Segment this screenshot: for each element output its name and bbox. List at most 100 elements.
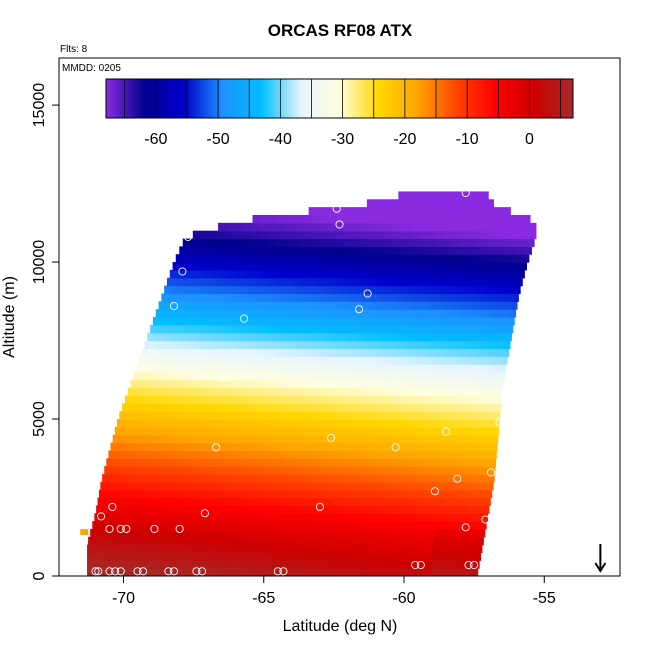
field-cell	[251, 277, 261, 287]
field-cell	[394, 277, 404, 287]
field-cell	[130, 536, 140, 546]
field-cell	[356, 552, 366, 561]
field-cell	[259, 348, 269, 357]
field-cell	[209, 450, 219, 459]
field-cell	[276, 301, 286, 310]
field-cell	[319, 222, 329, 232]
field-cell	[186, 317, 196, 326]
field-cell	[457, 544, 467, 554]
field-cell	[477, 489, 487, 499]
field-cell	[304, 387, 314, 397]
field-cell	[363, 513, 373, 522]
field-cell	[172, 356, 182, 365]
field-cell	[431, 246, 441, 255]
field-cell	[279, 364, 289, 373]
field-cell	[425, 285, 435, 295]
field-cell	[461, 348, 471, 357]
observation-point	[178, 267, 187, 276]
field-cell	[388, 364, 398, 373]
field-cell	[348, 536, 358, 546]
field-cell	[315, 332, 325, 342]
field-cell	[414, 246, 424, 255]
field-cell	[500, 356, 508, 365]
field-cell	[440, 246, 450, 255]
field-cell	[459, 497, 469, 506]
field-cell	[284, 371, 294, 381]
field-cell	[159, 521, 169, 530]
field-cell	[366, 379, 376, 389]
field-cell	[440, 560, 450, 569]
field-cell	[459, 426, 469, 436]
field-cell	[141, 489, 151, 499]
field-cell	[242, 489, 252, 499]
field-cell	[348, 466, 358, 475]
field-cell	[204, 246, 214, 255]
field-cell	[166, 371, 176, 381]
field-cell	[382, 356, 392, 365]
field-cell	[497, 364, 507, 373]
field-cell	[189, 536, 199, 546]
field-cell	[138, 536, 148, 546]
field-cell	[420, 521, 430, 530]
field-cell	[265, 309, 275, 318]
field-cell	[268, 481, 278, 491]
field-cell	[401, 528, 411, 538]
field-cell	[305, 544, 315, 554]
field-cell	[298, 262, 308, 271]
field-cell	[239, 356, 249, 365]
field-cell	[388, 513, 398, 522]
field-cell	[318, 371, 328, 381]
field-cell	[381, 560, 391, 569]
field-cell	[465, 544, 475, 554]
field-cell	[357, 505, 367, 514]
field-cell	[436, 301, 446, 310]
field-cell	[214, 285, 224, 295]
field-cell	[256, 285, 266, 295]
field-cell	[280, 544, 290, 554]
field-cell	[463, 442, 473, 452]
field-cell	[205, 505, 215, 514]
field-cell	[214, 379, 224, 389]
field-cell	[384, 238, 394, 247]
field-cell	[329, 473, 339, 483]
field-cell	[184, 450, 194, 459]
field-cell	[312, 387, 322, 397]
field-cell	[503, 348, 510, 357]
field-cell	[379, 442, 389, 452]
field-cell	[164, 309, 174, 318]
field-cell	[368, 301, 378, 310]
field-cell	[387, 214, 397, 224]
field-cell	[423, 544, 433, 554]
field-cell	[521, 214, 531, 224]
field-cell	[197, 403, 207, 412]
field-cell	[329, 387, 339, 397]
field-cell	[329, 340, 339, 349]
field-cell	[203, 317, 213, 326]
field-cell	[524, 246, 532, 255]
field-cell	[239, 403, 249, 412]
field-cell	[402, 419, 412, 428]
field-cell	[411, 348, 421, 357]
field-cell	[268, 419, 278, 428]
field-cell	[411, 419, 421, 428]
field-cell	[371, 269, 381, 279]
field-cell	[268, 230, 278, 240]
field-cell	[259, 450, 269, 459]
field-cell	[409, 207, 419, 216]
field-cell	[292, 489, 302, 499]
field-cell	[358, 426, 368, 436]
field-cell	[415, 560, 425, 569]
field-cell	[426, 528, 436, 538]
field-cell	[497, 317, 507, 326]
field-cell	[466, 536, 476, 546]
field-cell	[129, 544, 139, 554]
field-cell	[153, 513, 163, 522]
field-cell	[489, 269, 499, 279]
field-cell	[312, 340, 322, 349]
field-cell	[284, 277, 294, 287]
field-cell	[211, 442, 221, 452]
field-cell	[457, 434, 467, 444]
field-cell	[194, 473, 204, 483]
field-cell	[424, 434, 434, 444]
field-cell	[287, 442, 297, 452]
